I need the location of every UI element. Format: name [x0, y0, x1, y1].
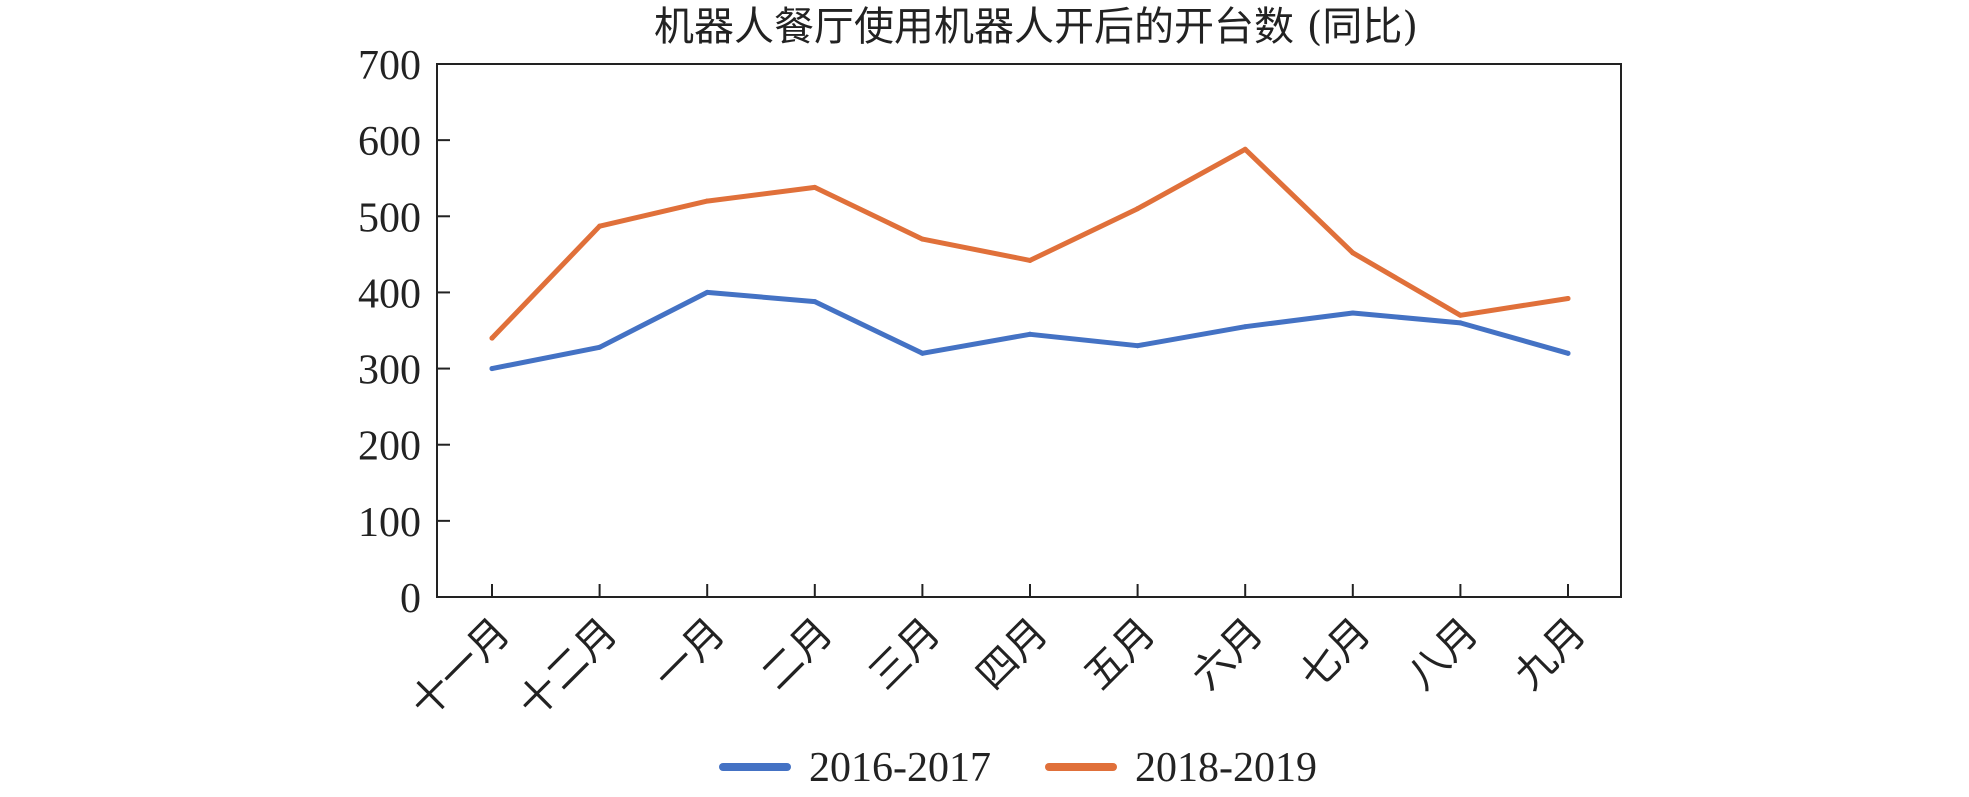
x-tick-label: 一月	[645, 610, 734, 699]
data-point	[1565, 350, 1571, 356]
y-tick-label: 600	[358, 119, 421, 165]
data-point	[1350, 310, 1356, 316]
data-point	[1457, 320, 1463, 326]
series-line-2	[489, 146, 1571, 341]
data-point	[812, 299, 818, 305]
data-point	[489, 366, 495, 372]
data-point	[812, 184, 818, 190]
data-point	[1027, 257, 1033, 263]
x-tick-label: 八月	[1398, 610, 1487, 699]
data-point	[1135, 206, 1141, 212]
data-point	[919, 236, 925, 242]
data-point	[704, 289, 710, 295]
x-tick-label: 七月	[1291, 610, 1380, 699]
data-point	[597, 344, 603, 350]
x-tick-label: 六月	[1183, 610, 1272, 699]
x-tick-label: 九月	[1506, 610, 1595, 699]
y-tick-label: 700	[358, 43, 421, 89]
y-tick-label: 0	[400, 576, 421, 622]
x-tick-label: 五月	[1076, 610, 1165, 699]
data-point	[919, 350, 925, 356]
legend-label-2: 2018-2019	[1135, 745, 1317, 791]
data-point	[1242, 146, 1248, 152]
data-point	[597, 223, 603, 229]
data-point	[1027, 331, 1033, 337]
x-tick-label: 四月	[968, 610, 1057, 699]
x-tick-label: 三月	[860, 610, 949, 699]
y-tick-label: 500	[358, 195, 421, 241]
data-point	[1135, 343, 1141, 349]
y-tick-label: 400	[358, 271, 421, 317]
series-line-1	[489, 289, 1571, 372]
data-point	[489, 335, 495, 341]
y-tick-label: 300	[358, 348, 421, 394]
x-tick-label: 十一月	[402, 610, 519, 727]
x-tick-label: 二月	[753, 610, 842, 699]
plot-frame	[436, 63, 1622, 598]
legend-label-1: 2016-2017	[809, 745, 991, 791]
y-tick-label: 100	[358, 500, 421, 546]
data-point	[1242, 324, 1248, 330]
chart-title: 机器人餐厅使用机器人开后的开台数 (同比)	[654, 4, 1418, 50]
data-point	[1565, 296, 1571, 302]
x-tick-label: 十二月	[509, 610, 626, 727]
data-point	[704, 198, 710, 204]
y-tick-label: 200	[358, 424, 421, 470]
data-point	[1457, 312, 1463, 318]
data-point	[1350, 250, 1356, 256]
